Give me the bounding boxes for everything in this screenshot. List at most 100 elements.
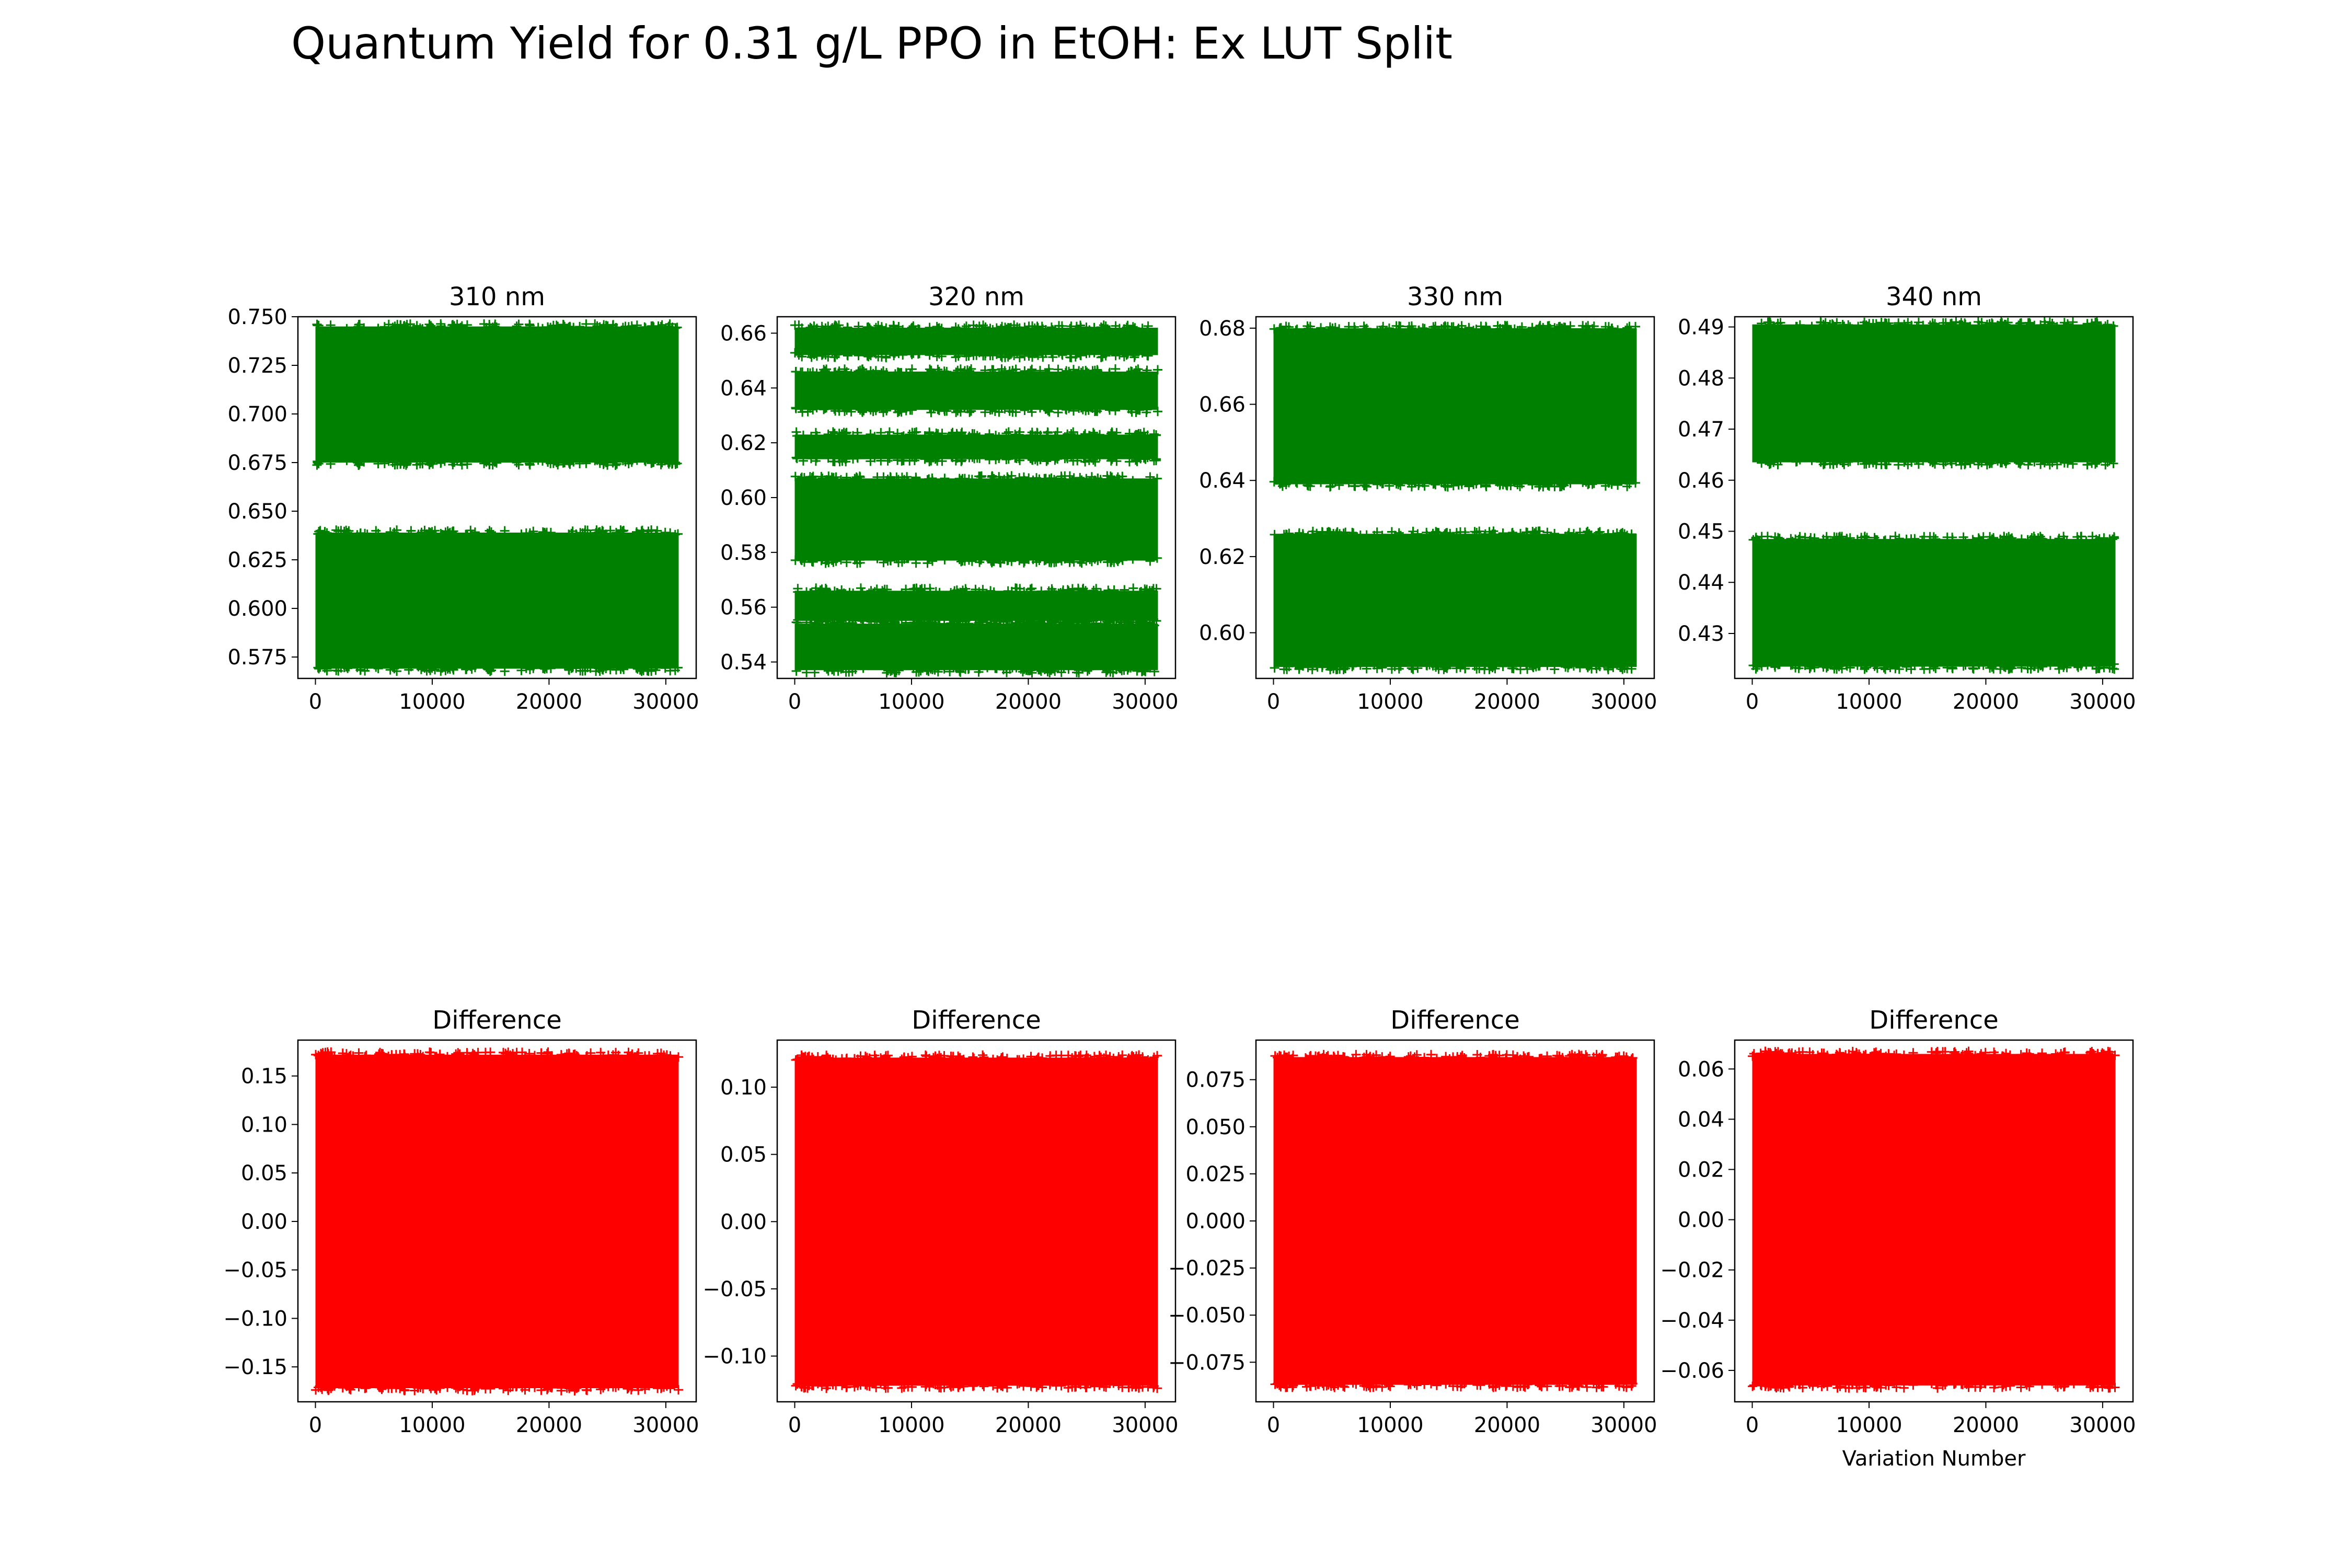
y-tick-label: 0.64 xyxy=(1199,469,1246,493)
y-tick-label: 0.62 xyxy=(1199,545,1246,569)
x-tick-label: 20000 xyxy=(516,690,582,714)
x-tick-label: 30000 xyxy=(1590,1413,1657,1437)
subplot-title: 330 nm xyxy=(1407,282,1503,312)
axes-frame xyxy=(1734,1039,2134,1403)
scatter-points xyxy=(790,320,1162,678)
x-tick-label: 30000 xyxy=(2069,690,2136,714)
x-tick-label: 0 xyxy=(309,1413,322,1437)
y-tick-label: 0.750 xyxy=(227,305,287,329)
y-tick-label: 0.00 xyxy=(1678,1208,1724,1232)
scatter-points xyxy=(1748,317,2119,674)
x-tick-label: 0 xyxy=(309,690,322,714)
y-tick-label: 0.60 xyxy=(720,486,767,510)
y-tick-label: 0.05 xyxy=(241,1161,287,1185)
y-tick-label: −0.15 xyxy=(223,1355,287,1379)
subplot-grid: 310 nm0 10000 20000 300000.5750.6000.6250.6… xyxy=(223,282,2136,1471)
scatter-band xyxy=(1752,1054,2116,1386)
y-tick-label: 0.02 xyxy=(1678,1158,1724,1182)
scatter-points xyxy=(1269,320,1640,675)
y-tick-label: 0.45 xyxy=(1678,520,1724,544)
x-tick-label: 0 xyxy=(788,690,801,714)
x-tick-label: 0 xyxy=(1267,1413,1280,1437)
y-tick-label: 0.04 xyxy=(1678,1108,1724,1132)
x-tick-label: 0 xyxy=(1746,690,1759,714)
y-tick-label: 0.10 xyxy=(241,1113,287,1137)
scatter-marker-edge xyxy=(790,320,1153,363)
subplot-4: 340 nm 0 10000 20000 30000 0.43 0.44 0.45 0.46 0.… xyxy=(1678,282,2136,714)
x-tick-label: 0 xyxy=(1746,1413,1759,1437)
x-tick-label: 10000 xyxy=(399,690,465,714)
axes-frame xyxy=(1255,316,1655,679)
axes-frame xyxy=(776,1039,1177,1403)
x-tick-label: 30000 xyxy=(632,690,699,714)
scatter-band xyxy=(794,624,1158,671)
y-tick-label: 0.64 xyxy=(720,376,767,400)
y-tick-label: −0.02 xyxy=(1660,1259,1724,1283)
scatter-band xyxy=(794,1057,1158,1386)
scatter-band xyxy=(1752,539,2116,667)
y-tick-label: 0.49 xyxy=(1678,316,1724,340)
figure-title: Quantum Yield for 0.31 g/L PPO in EtOH: … xyxy=(291,18,1452,69)
y-tick-label: 0.050 xyxy=(1185,1115,1246,1139)
x-tick-label: 20000 xyxy=(1474,1413,1540,1437)
scatter-band xyxy=(794,434,1158,459)
y-tick-label: 0.00 xyxy=(241,1210,287,1234)
subplot-7: Difference 0 10000 20000 30000 −0.075 −0.050 −0… xyxy=(1168,1006,1657,1437)
y-tick-label: −0.05 xyxy=(223,1259,287,1283)
y-tick-label: −0.10 xyxy=(223,1307,287,1331)
y-tick-label: 0.600 xyxy=(227,597,287,621)
y-tick-label: 0.625 xyxy=(227,548,287,572)
y-tick-label: −0.10 xyxy=(702,1345,767,1369)
scatter-points xyxy=(1270,1050,1638,1392)
y-tick-label: 0.58 xyxy=(720,541,767,565)
scatter-points xyxy=(311,1047,683,1396)
y-tick-label: 0.075 xyxy=(1185,1068,1246,1092)
subplot-6: Difference 0 10000 20000 30000 −0.10 −0.05 0.00… xyxy=(702,1006,1178,1437)
y-tick-label: 0.000 xyxy=(1185,1209,1246,1233)
scatter-band xyxy=(794,371,1158,410)
scatter-band xyxy=(1273,328,1637,485)
scatter-band xyxy=(315,1054,679,1389)
x-tick-label: 30000 xyxy=(1590,690,1657,714)
scatter-band xyxy=(1752,324,2116,463)
y-tick-label: 0.10 xyxy=(720,1076,767,1100)
scatter-marker-edge xyxy=(1748,532,2119,674)
scatter-marker-edge xyxy=(311,1047,683,1396)
y-tick-label: −0.05 xyxy=(702,1277,767,1301)
x-tick-label: 10000 xyxy=(1357,1413,1423,1437)
y-tick-label: 0.650 xyxy=(227,500,287,524)
y-tick-label: 0.43 xyxy=(1678,622,1724,646)
scatter-band xyxy=(315,532,679,669)
x-tick-label: 30000 xyxy=(1112,1413,1178,1437)
scatter-marker-edge xyxy=(1748,1046,2120,1393)
x-tick-label: 20000 xyxy=(1953,690,2019,714)
y-tick-label: −0.050 xyxy=(1168,1304,1246,1328)
y-tick-label: 0.05 xyxy=(720,1143,767,1167)
subplot-title: 320 nm xyxy=(928,282,1024,312)
x-tick-label: 0 xyxy=(1267,690,1280,714)
y-tick-label: 0.44 xyxy=(1678,571,1724,595)
scatter-marker-edge xyxy=(1757,317,2118,470)
y-tick-label: 0.56 xyxy=(720,596,767,620)
subplot-1: 310 nm 0 10000 20000 30000 0.575 0.600 0.625 0.6… xyxy=(227,282,699,714)
x-tick-label: 30000 xyxy=(2069,1413,2136,1437)
subplot-3: 330 nm 0 10000 20000 30000 0.60 0.62 0.64 0.66 0.… xyxy=(1199,282,1657,714)
y-tick-label: 0.00 xyxy=(720,1210,767,1234)
y-tick-label: 0.62 xyxy=(720,431,767,455)
y-tick-label: 0.66 xyxy=(720,321,767,345)
axes-frame xyxy=(297,316,697,679)
y-tick-label: 0.675 xyxy=(227,451,287,475)
subplot-title: Difference xyxy=(912,1006,1041,1035)
x-tick-label: 10000 xyxy=(878,1413,944,1437)
scatter-marker-edge xyxy=(791,1050,1162,1393)
y-tick-label: −0.075 xyxy=(1168,1351,1246,1375)
y-tick-label: 0.46 xyxy=(1678,469,1724,493)
scatter-marker-edge xyxy=(791,364,1162,418)
y-tick-label: 0.68 xyxy=(1199,317,1246,341)
scatter-band xyxy=(794,478,1158,561)
scatter-points xyxy=(312,319,683,676)
y-tick-label: 0.60 xyxy=(1199,621,1246,645)
x-tick-label: 20000 xyxy=(995,1413,1062,1437)
subplot-8: Difference 0 10000 20000 30000 −0.06 −0.04 −0.0… xyxy=(1660,1006,2136,1471)
